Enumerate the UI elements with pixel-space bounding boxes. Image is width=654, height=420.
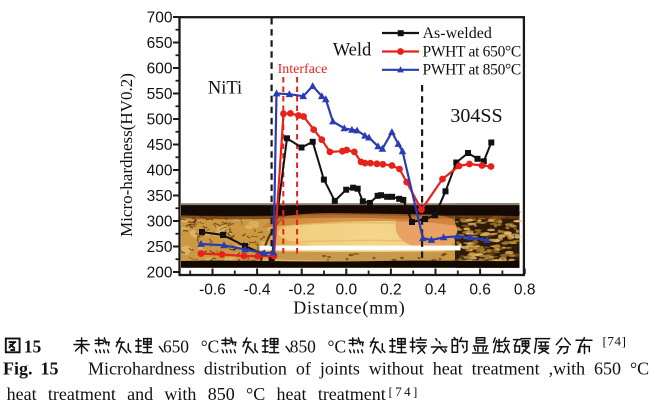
svg-text:0.8: 0.8 bbox=[514, 282, 536, 299]
svg-text:250: 250 bbox=[147, 239, 173, 256]
svg-text:[74]: [74] bbox=[389, 384, 420, 399]
svg-text:NiTi: NiTi bbox=[208, 79, 242, 99]
svg-text:304SS: 304SS bbox=[450, 105, 502, 127]
svg-text:Interface: Interface bbox=[278, 62, 328, 77]
svg-text:Distance(mm): Distance(mm) bbox=[293, 298, 405, 319]
svg-text:°C: °C bbox=[201, 336, 220, 356]
svg-text:-0.2: -0.2 bbox=[288, 282, 315, 299]
svg-text:Microhardness distribution of: Microhardness distribution of joints wit… bbox=[88, 359, 649, 379]
svg-text:0.0: 0.0 bbox=[336, 282, 358, 299]
svg-text:450: 450 bbox=[147, 137, 173, 154]
svg-text:Micro-hardness(HV0.2): Micro-hardness(HV0.2) bbox=[117, 73, 136, 237]
svg-text:550: 550 bbox=[147, 86, 173, 103]
svg-text:heat treatment and with 850 °C: heat treatment and with 850 °C heat trea… bbox=[7, 384, 386, 404]
svg-text:[74]: [74] bbox=[603, 333, 627, 348]
svg-text:Fig. 15: Fig. 15 bbox=[3, 359, 59, 379]
svg-text:650: 650 bbox=[147, 35, 173, 52]
svg-text:300: 300 bbox=[147, 213, 173, 230]
svg-text:650: 650 bbox=[163, 336, 189, 356]
svg-text:600: 600 bbox=[147, 60, 173, 77]
svg-text:°C: °C bbox=[328, 336, 347, 356]
svg-text:500: 500 bbox=[147, 111, 173, 128]
svg-text:850: 850 bbox=[290, 336, 316, 356]
svg-text:As-welded: As-welded bbox=[423, 25, 492, 42]
svg-text:350: 350 bbox=[147, 188, 173, 205]
svg-text:-0.6: -0.6 bbox=[199, 282, 226, 299]
svg-text:-0.4: -0.4 bbox=[244, 282, 271, 299]
svg-text:PWHT at 850°C: PWHT at 850°C bbox=[423, 62, 521, 79]
svg-text:15: 15 bbox=[24, 336, 42, 356]
svg-text:200: 200 bbox=[147, 264, 173, 281]
svg-text:0.6: 0.6 bbox=[469, 282, 491, 299]
svg-text:PWHT at 650°C: PWHT at 650°C bbox=[423, 43, 521, 60]
svg-text:0.2: 0.2 bbox=[380, 282, 402, 299]
svg-text:700: 700 bbox=[147, 9, 173, 26]
svg-text:0.4: 0.4 bbox=[425, 282, 447, 299]
svg-text:Weld: Weld bbox=[333, 41, 372, 61]
svg-text:400: 400 bbox=[147, 162, 173, 179]
